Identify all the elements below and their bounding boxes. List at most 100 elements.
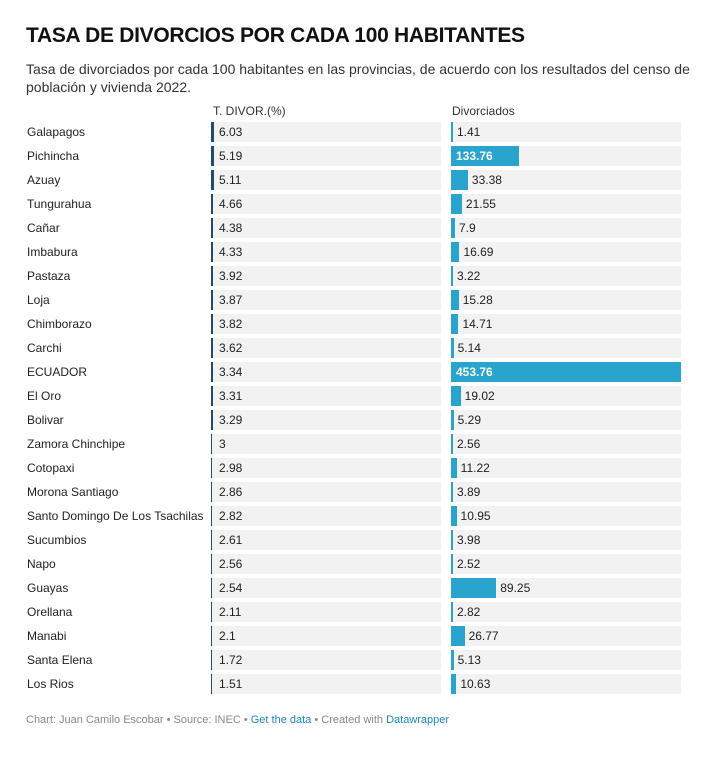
table-row: Cañar 4.38 7.9: [0, 218, 714, 238]
count-bar: [451, 170, 468, 190]
row-label: Santo Domingo De Los Tsachilas: [27, 509, 204, 523]
column-header-count: Divorciados: [452, 104, 515, 118]
table-row: Santo Domingo De Los Tsachilas 2.82 10.95: [0, 506, 714, 526]
rate-cell: 2.61: [211, 530, 441, 550]
count-bar: [451, 506, 457, 526]
count-cell: 33.38: [451, 170, 681, 190]
rate-value: 2.11: [219, 605, 242, 619]
rate-value: 2.98: [219, 461, 243, 475]
row-label: Tungurahua: [27, 197, 92, 211]
table-row: Orellana 2.11 2.82: [0, 602, 714, 622]
table-row: Pastaza 3.92 3.22: [0, 266, 714, 286]
footer-separator: •: [163, 714, 174, 726]
row-label: Azuay: [27, 173, 61, 187]
count-bar: [451, 458, 457, 478]
rate-bar: [211, 458, 213, 478]
row-label: Morona Santiago: [27, 485, 119, 499]
count-value: 15.28: [462, 293, 493, 307]
rate-cell: 3.34: [211, 362, 441, 382]
chart-title: TASA DE DIVORCIOS POR CADA 100 HABITANTE…: [26, 24, 525, 47]
row-label: Orellana: [27, 605, 73, 619]
count-bar: [451, 386, 461, 406]
rate-cell: 4.33: [211, 242, 441, 262]
rate-bar: [211, 482, 213, 502]
count-cell: 7.9: [451, 218, 681, 238]
rate-cell: 2.82: [211, 506, 441, 526]
count-cell: 453.76: [451, 362, 681, 382]
rate-bar: [211, 410, 213, 430]
rate-value: 2.56: [219, 557, 243, 571]
rate-cell: 2.86: [211, 482, 441, 502]
rate-cell: 2.1: [211, 626, 441, 646]
rate-cell: 3.82: [211, 314, 441, 334]
count-bar: [451, 338, 454, 358]
count-bar: [451, 434, 453, 454]
count-cell: 10.95: [451, 506, 681, 526]
datawrapper-link[interactable]: Datawrapper: [386, 714, 450, 726]
rate-value: 2.82: [219, 509, 243, 523]
count-value: 133.76: [456, 149, 493, 163]
count-bar: [451, 218, 455, 238]
table-row: Zamora Chinchipe 3 2.56: [0, 434, 714, 454]
count-bar: [451, 650, 454, 670]
count-cell: 14.71: [451, 314, 681, 334]
count-cell: 2.52: [451, 554, 681, 574]
row-label: ECUADOR: [27, 365, 88, 379]
count-cell: 5.14: [451, 338, 681, 358]
rate-bar: [211, 578, 213, 598]
count-value: 10.63: [460, 677, 491, 691]
rate-bar: [211, 122, 214, 142]
count-value: 3.89: [457, 485, 481, 499]
count-value: 3.98: [457, 533, 481, 547]
rate-value: 3.34: [219, 365, 243, 379]
count-cell: 3.98: [451, 530, 681, 550]
rate-bar: [211, 434, 213, 454]
count-value: 89.25: [500, 581, 531, 595]
count-cell: 89.25: [451, 578, 681, 598]
count-bar: [451, 602, 453, 622]
count-value: 1.41: [457, 125, 481, 139]
row-label: Guayas: [27, 581, 69, 595]
rate-value: 2.86: [219, 485, 243, 499]
rate-bar: [211, 554, 213, 574]
table-row: Loja 3.87 15.28: [0, 290, 714, 310]
count-value: 33.38: [471, 173, 502, 187]
row-label: Napo: [27, 557, 56, 571]
row-label: Sucumbios: [27, 533, 87, 547]
count-bar: [451, 362, 681, 382]
count-value: 7.9: [459, 221, 476, 235]
count-value: 10.95: [460, 509, 491, 523]
rate-cell: 1.51: [211, 674, 441, 694]
count-bar: [451, 482, 453, 502]
table-row: Santa Elena 1.72 5.13: [0, 650, 714, 670]
table-row: Los Rios 1.51 10.63: [0, 674, 714, 694]
table-row: Carchi 3.62 5.14: [0, 338, 714, 358]
rate-cell: 3.29: [211, 410, 441, 430]
count-value: 2.56: [457, 437, 481, 451]
rate-cell: 5.11: [211, 170, 441, 190]
count-bar: [451, 242, 460, 262]
count-cell: 3.89: [451, 482, 681, 502]
rate-bar: [211, 650, 212, 670]
rate-bar: [211, 506, 213, 526]
count-bar: [451, 194, 462, 214]
footer: Chart: Juan Camilo Escobar • Source: INE…: [26, 714, 449, 726]
rate-cell: 3: [211, 434, 441, 454]
rate-bar: [211, 146, 214, 166]
row-label: Galapagos: [27, 125, 86, 139]
table-row: Chimborazo 3.82 14.71: [0, 314, 714, 334]
count-value: 16.69: [463, 245, 494, 259]
count-cell: 15.28: [451, 290, 681, 310]
rate-cell: 5.19: [211, 146, 441, 166]
get-data-link[interactable]: Get the data: [250, 714, 312, 726]
row-label: El Oro: [27, 389, 62, 403]
rate-value: 2.1: [219, 629, 236, 643]
rate-cell: 3.87: [211, 290, 441, 310]
rate-bar: [211, 266, 213, 286]
rate-value: 3.87: [219, 293, 243, 307]
count-cell: 1.41: [451, 122, 681, 142]
rate-value: 2.61: [219, 533, 243, 547]
table-row: El Oro 3.31 19.02: [0, 386, 714, 406]
count-value: 26.77: [468, 629, 499, 643]
